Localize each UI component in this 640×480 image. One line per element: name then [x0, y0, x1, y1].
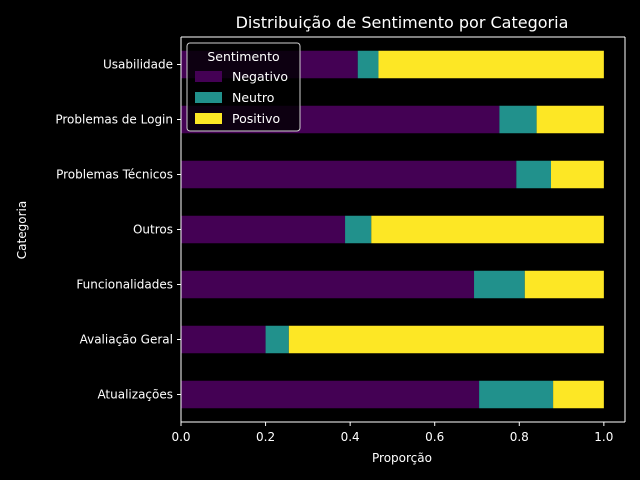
y-axis-label: Categoria: [15, 201, 29, 259]
bar-positivo-5: [536, 105, 604, 134]
chart-title: Distribuição de Sentimento por Categoria: [236, 13, 569, 32]
x-axis-label: Proporção: [372, 451, 432, 465]
bar-negativo-4: [181, 160, 517, 189]
bar-positivo-0: [553, 380, 604, 409]
x-tick-label-1: 0.2: [256, 430, 275, 444]
bar-negativo-3: [181, 215, 346, 244]
y-tick-label-1: Avaliação Geral: [80, 333, 173, 347]
bar-neutro-4: [516, 160, 551, 189]
legend-swatch-positivo: [195, 113, 222, 124]
x-tick-label-5: 1.0: [594, 430, 613, 444]
y-tick-label-6: Usabilidade: [103, 58, 173, 72]
y-tick-label-5: Problemas de Login: [55, 113, 173, 127]
bar-positivo-1: [288, 325, 604, 354]
bar-positivo-4: [551, 160, 604, 189]
legend: Sentimento Negativo Neutro Positivo: [186, 42, 301, 132]
bar-negativo-2: [181, 270, 475, 299]
bar-neutro-3: [345, 215, 372, 244]
x-tick-label-0: 0.0: [171, 430, 190, 444]
legend-frame: [186, 42, 301, 132]
x-tick-label-3: 0.6: [425, 430, 444, 444]
bar-neutro-5: [499, 105, 537, 134]
legend-label-negativo: Negativo: [232, 69, 288, 84]
axes-group: 0.0 0.2 0.4 0.6 0.8 1.0 Atualizações Avaliação …: [55, 36, 626, 444]
bar-neutro-2: [474, 270, 525, 299]
x-tick-label-2: 0.4: [341, 430, 360, 444]
y-tick-label-0: Atualizações: [97, 388, 173, 402]
bar-neutro-6: [357, 50, 379, 79]
bar-negativo-1: [181, 325, 266, 354]
legend-label-neutro: Neutro: [232, 90, 274, 105]
bar-neutro-0: [479, 380, 554, 409]
y-tick-label-4: Problemas Técnicos: [56, 168, 173, 182]
bar-positivo-2: [524, 270, 604, 299]
x-tick-label-4: 0.8: [510, 430, 529, 444]
legend-label-positivo: Positivo: [232, 111, 280, 126]
bar-neutro-1: [265, 325, 289, 354]
bar-positivo-6: [378, 50, 604, 79]
legend-swatch-neutro: [195, 92, 222, 103]
bar-positivo-3: [371, 215, 604, 244]
y-tick-label-3: Outros: [133, 223, 173, 237]
legend-title: Sentimento: [207, 49, 279, 64]
bar-negativo-0: [181, 380, 480, 409]
y-tick-label-2: Funcionalidades: [76, 278, 173, 292]
legend-swatch-negativo: [195, 71, 222, 82]
